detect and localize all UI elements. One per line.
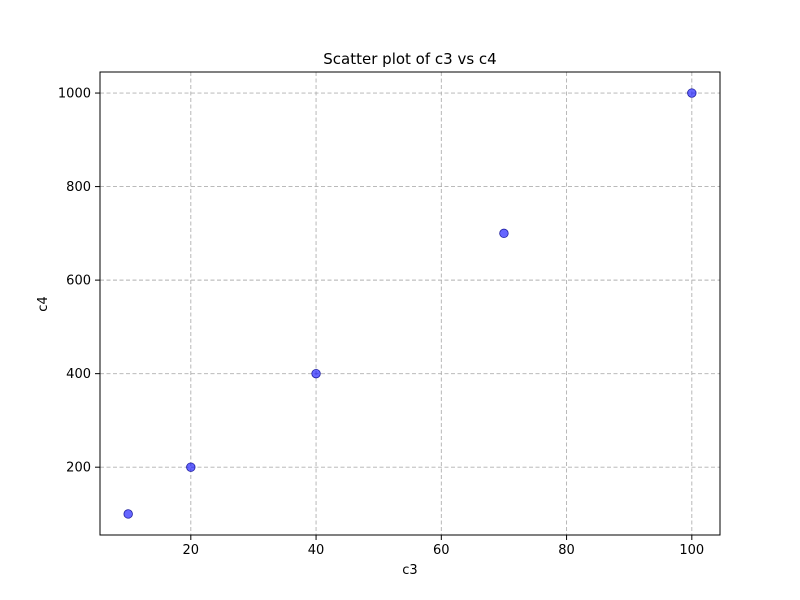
data-points bbox=[123, 88, 697, 519]
x-tick-label: 60 bbox=[433, 543, 450, 558]
x-tick-label: 40 bbox=[308, 543, 325, 558]
x-tick-label: 80 bbox=[558, 543, 575, 558]
grid-lines bbox=[100, 72, 720, 535]
y-tick-label: 1000 bbox=[58, 87, 91, 102]
data-point bbox=[311, 368, 321, 379]
y-axis-ticks: 200 400 600 800 1000 bbox=[58, 87, 100, 476]
data-point bbox=[123, 509, 133, 519]
y-tick-label: 400 bbox=[66, 367, 91, 382]
x-tick-label: 20 bbox=[183, 543, 200, 558]
x-tick-label: 100 bbox=[679, 543, 704, 558]
x-axis-label: c3 bbox=[402, 563, 417, 578]
y-tick-label: 600 bbox=[66, 274, 91, 289]
axes-frame bbox=[99, 71, 721, 536]
data-point bbox=[186, 462, 196, 472]
x-axis-ticks: 20 40 60 80 100 bbox=[183, 535, 704, 558]
data-point bbox=[499, 228, 509, 239]
data-point bbox=[687, 88, 697, 98]
y-tick-label: 200 bbox=[66, 461, 91, 476]
chart-title: Scatter plot of c3 vs c4 bbox=[323, 50, 496, 68]
y-axis-label: c4 bbox=[36, 296, 51, 311]
y-tick-label: 800 bbox=[66, 180, 91, 195]
